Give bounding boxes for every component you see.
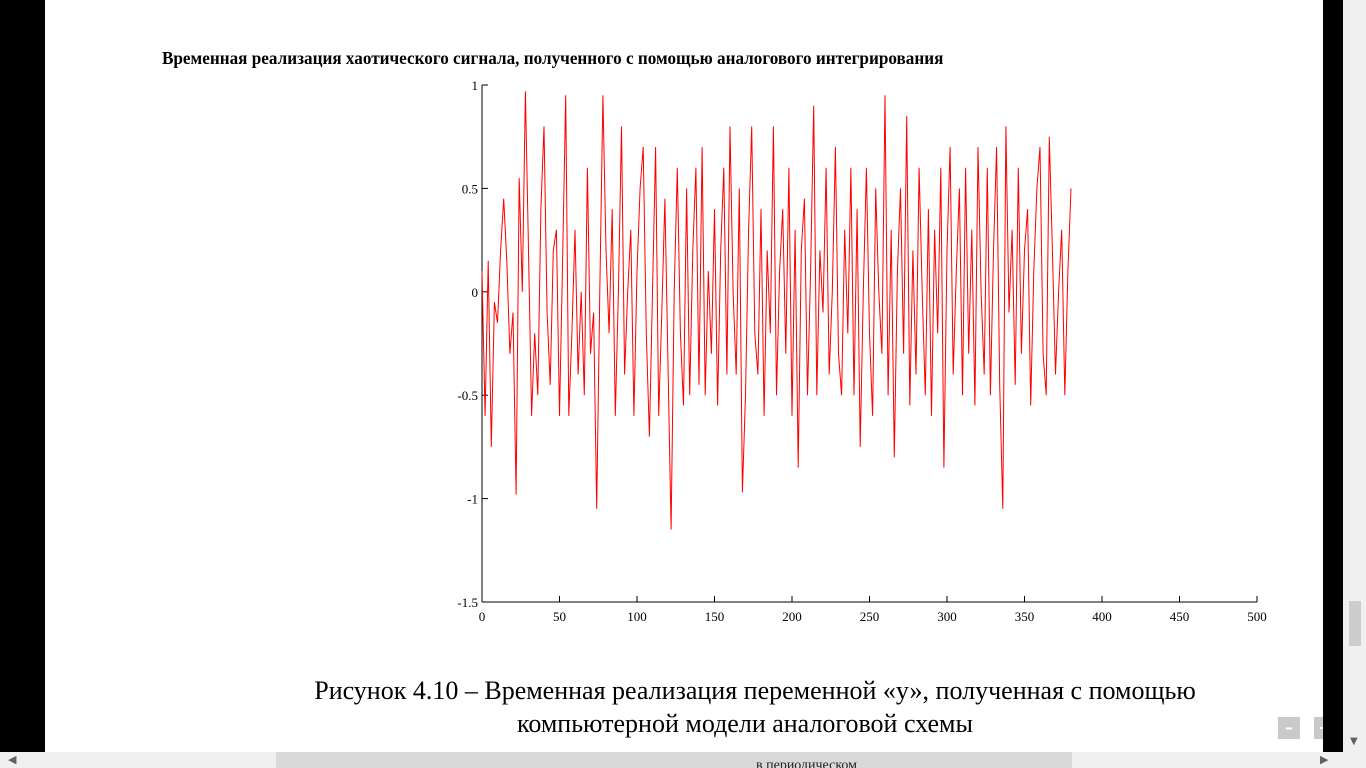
x-tick-label: 0 bbox=[479, 609, 486, 624]
y-tick-label: 1 bbox=[472, 78, 479, 93]
y-tick-label: 0.5 bbox=[462, 181, 478, 196]
scroll-left-icon[interactable]: ◀ bbox=[8, 753, 17, 766]
y-tick-label: -1 bbox=[467, 492, 478, 507]
y-tick-label: 0 bbox=[472, 285, 479, 300]
vertical-scroll-thumb[interactable] bbox=[1349, 601, 1361, 646]
series-line bbox=[481, 91, 1072, 530]
x-tick-label: 350 bbox=[1015, 609, 1035, 624]
figure-caption-line2: компьютерной модели аналоговой схемы bbox=[517, 709, 973, 738]
vertical-scrollbar[interactable]: ▼ bbox=[1343, 0, 1366, 752]
scroll-right-icon[interactable]: ▶ bbox=[1320, 753, 1329, 766]
x-tick-label: 300 bbox=[937, 609, 957, 624]
y-tick-label: -0.5 bbox=[457, 388, 478, 403]
x-tick-label: 500 bbox=[1247, 609, 1267, 624]
x-tick-label: 250 bbox=[860, 609, 880, 624]
right-margin bbox=[1323, 0, 1343, 752]
x-tick-label: 200 bbox=[782, 609, 802, 624]
y-tick-label: -1.5 bbox=[457, 595, 478, 610]
scroll-down-icon[interactable]: ▼ bbox=[1350, 736, 1358, 747]
x-tick-label: 150 bbox=[705, 609, 725, 624]
x-tick-label: 50 bbox=[553, 609, 566, 624]
left-margin bbox=[0, 0, 45, 752]
x-tick-label: 100 bbox=[627, 609, 647, 624]
x-tick-label: 450 bbox=[1170, 609, 1190, 624]
chart: 0 50 100 150 200 250 300 350 400 450 500 1 0.5 0 -0.5 -… bbox=[457, 78, 1266, 624]
figure-caption-line1: Рисунок 4.10 – Временная реализация пере… bbox=[314, 676, 1196, 705]
chart-title: Временная реализация хаотического сигнал… bbox=[161, 48, 944, 68]
chart-ticks: 0 50 100 150 200 250 300 350 400 450 500 1 0.5 0 -0.5 -… bbox=[457, 78, 1266, 624]
page-fragment-text: в периодическом bbox=[756, 758, 858, 768]
document-page: Временная реализация хаотического сигнал… bbox=[45, 0, 1323, 752]
horizontal-scroll-thumb[interactable]: в периодическом bbox=[276, 752, 1072, 768]
x-tick-label: 400 bbox=[1092, 609, 1112, 624]
horizontal-scrollbar[interactable]: ◀ в периодическом ▶ bbox=[0, 752, 1366, 768]
zoom-out-button[interactable]: – bbox=[1278, 717, 1300, 739]
